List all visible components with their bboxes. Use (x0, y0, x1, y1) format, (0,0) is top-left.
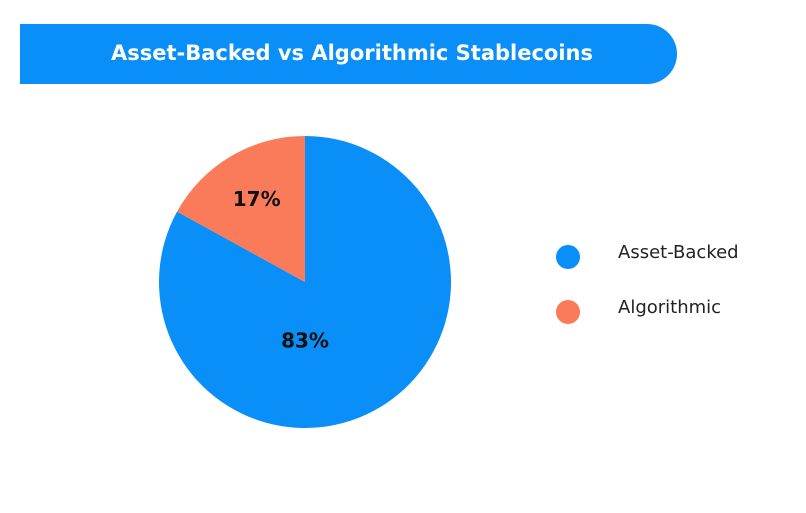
title-banner (20, 24, 677, 84)
legend-marker (556, 300, 580, 324)
legend-label: Algorithmic (618, 297, 721, 318)
pie-slice (177, 136, 305, 282)
legend-label: Asset-Backed (618, 242, 739, 263)
chart-title: Asset-Backed vs Algorithmic Stablecoins (111, 41, 593, 65)
pie-slice (158, 136, 451, 428)
legend-marker (556, 245, 580, 269)
data-label: 83% (281, 328, 329, 352)
data-label: 17% (233, 187, 281, 211)
